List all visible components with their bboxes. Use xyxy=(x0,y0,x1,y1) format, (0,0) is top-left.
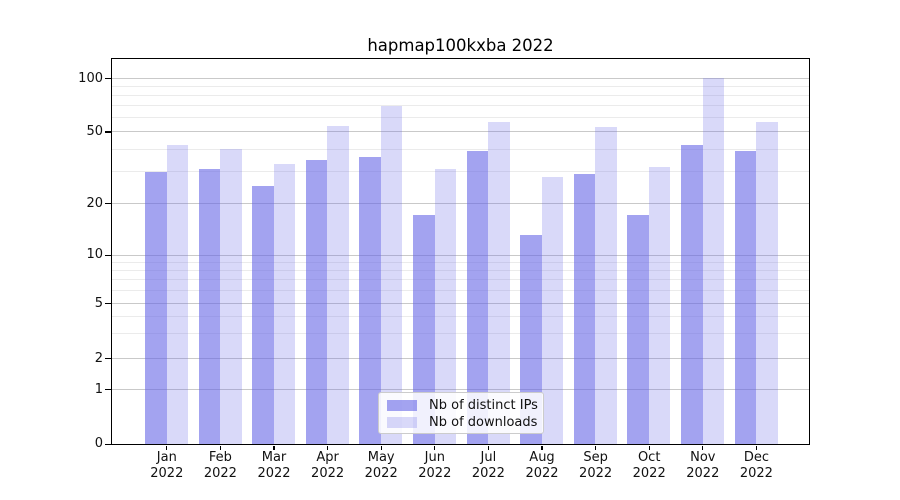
x-tick-label-feb-2022: Feb 2022 xyxy=(203,450,237,481)
x-tick-jun-2022 xyxy=(434,445,436,450)
y-tick-1 xyxy=(105,388,111,391)
bar-nb-of-distinct-ips-dec-2022 xyxy=(734,151,757,444)
gridline-y-20 xyxy=(112,202,809,204)
bar-nb-of-distinct-ips-jun-2022 xyxy=(413,215,435,444)
bar-nb-of-downloads-mar-2022 xyxy=(273,164,296,444)
legend-label-nb-of-downloads: Nb of downloads xyxy=(429,415,538,430)
bar-nb-of-downloads-nov-2022 xyxy=(702,78,724,444)
bar-nb-of-distinct-ips-nov-2022 xyxy=(681,145,703,444)
x-tick-label-aug-2022: Aug 2022 xyxy=(525,450,559,481)
gridline-y-minor-30 xyxy=(112,171,809,173)
x-tick-may-2022 xyxy=(380,445,382,450)
x-tick-label-sep-2022: Sep 2022 xyxy=(579,450,613,481)
y-tick-label-5: 5 xyxy=(94,295,103,311)
x-tick-nov-2022 xyxy=(702,445,704,450)
gridline-y-minor-40 xyxy=(112,148,809,150)
y-tick-label-2: 2 xyxy=(94,350,103,366)
bar-nb-of-downloads-jan-2022 xyxy=(166,145,188,444)
y-tick-label-0: 0 xyxy=(94,436,103,452)
bar-nb-of-distinct-ips-jan-2022 xyxy=(145,171,167,444)
x-tick-label-may-2022: May 2022 xyxy=(364,450,398,481)
x-tick-sep-2022 xyxy=(594,445,597,450)
bar-nb-of-downloads-dec-2022 xyxy=(756,121,778,444)
y-tick-0 xyxy=(105,443,111,445)
bar-nb-of-downloads-jun-2022 xyxy=(434,169,456,444)
bar-nb-of-distinct-ips-may-2022 xyxy=(359,157,381,444)
gridline-y-minor-70 xyxy=(112,105,809,107)
legend-item-nb-of-distinct-ips: Nb of distinct IPs xyxy=(379,397,543,414)
bar-nb-of-distinct-ips-mar-2022 xyxy=(252,185,274,444)
gridline-y-minor-9 xyxy=(112,261,809,263)
y-tick-label-1: 1 xyxy=(94,381,103,397)
x-tick-oct-2022 xyxy=(648,445,650,450)
gridline-y-minor-8 xyxy=(112,270,809,272)
bar-nb-of-distinct-ips-apr-2022 xyxy=(305,159,328,444)
bar-nb-of-downloads-may-2022 xyxy=(380,105,403,444)
legend-swatch-nb-of-downloads xyxy=(387,417,417,428)
gridline-y-10 xyxy=(112,254,809,256)
gridline-y-2 xyxy=(112,357,809,359)
gridline-y-minor-6 xyxy=(112,290,809,292)
x-tick-jan-2022 xyxy=(166,445,168,450)
bar-nb-of-downloads-oct-2022 xyxy=(648,166,671,444)
x-tick-label-oct-2022: Oct 2022 xyxy=(632,450,666,481)
y-tick-10 xyxy=(105,254,111,256)
legend-swatch-nb-of-distinct-ips xyxy=(387,400,417,411)
y-tick-label-10: 10 xyxy=(86,247,103,263)
bar-nb-of-downloads-apr-2022 xyxy=(327,125,349,444)
y-tick-5 xyxy=(105,302,111,305)
y-tick-2 xyxy=(105,357,111,360)
x-tick-dec-2022 xyxy=(755,445,758,450)
gridline-y-minor-7 xyxy=(112,279,809,281)
x-tick-label-apr-2022: Apr 2022 xyxy=(311,450,345,481)
x-tick-label-jan-2022: Jan 2022 xyxy=(150,450,184,481)
x-tick-aug-2022 xyxy=(541,445,543,450)
gridline-y-5 xyxy=(112,302,809,304)
y-tick-label-50: 50 xyxy=(86,123,103,139)
plot-area xyxy=(111,58,810,445)
gridline-y-minor-80 xyxy=(112,94,809,96)
x-tick-jul-2022 xyxy=(487,445,490,450)
y-tick-label-100: 100 xyxy=(78,70,103,86)
gridline-y-1 xyxy=(112,388,809,390)
y-tick-20 xyxy=(105,202,111,205)
bar-nb-of-distinct-ips-aug-2022 xyxy=(520,235,542,444)
x-tick-label-nov-2022: Nov 2022 xyxy=(686,450,720,481)
bar-nb-of-distinct-ips-sep-2022 xyxy=(573,174,596,444)
x-tick-apr-2022 xyxy=(326,445,329,450)
legend-item-nb-of-downloads: Nb of downloads xyxy=(379,414,543,431)
legend: Nb of distinct IPs Nb of downloads xyxy=(378,392,544,434)
y-tick-50 xyxy=(105,131,111,133)
x-tick-label-jun-2022: Jun 2022 xyxy=(418,450,452,481)
bar-nb-of-downloads-sep-2022 xyxy=(595,127,617,444)
y-tick-100 xyxy=(105,77,111,80)
bar-nb-of-downloads-aug-2022 xyxy=(541,177,564,444)
gridline-y-minor-60 xyxy=(112,117,809,119)
x-tick-label-jul-2022: Jul 2022 xyxy=(471,450,505,481)
x-tick-label-mar-2022: Mar 2022 xyxy=(257,450,291,481)
gridline-y-minor-3 xyxy=(112,333,809,335)
gridline-y-minor-90 xyxy=(112,85,809,87)
bar-nb-of-downloads-feb-2022 xyxy=(220,149,242,444)
bar-nb-of-distinct-ips-oct-2022 xyxy=(627,215,649,444)
y-tick-label-20: 20 xyxy=(86,195,103,211)
x-tick-mar-2022 xyxy=(273,445,275,450)
gridline-y-minor-4 xyxy=(112,316,809,318)
gridline-y-50 xyxy=(112,131,809,133)
x-tick-feb-2022 xyxy=(219,445,222,450)
bar-nb-of-distinct-ips-jul-2022 xyxy=(466,151,489,444)
gridline-y-100 xyxy=(112,77,809,79)
chart-title: hapmap100kxba 2022 xyxy=(367,36,554,55)
bar-nb-of-downloads-jul-2022 xyxy=(488,121,510,444)
legend-label-nb-of-distinct-ips: Nb of distinct IPs xyxy=(429,398,538,413)
x-tick-label-dec-2022: Dec 2022 xyxy=(739,450,773,481)
bar-nb-of-distinct-ips-feb-2022 xyxy=(198,169,221,444)
